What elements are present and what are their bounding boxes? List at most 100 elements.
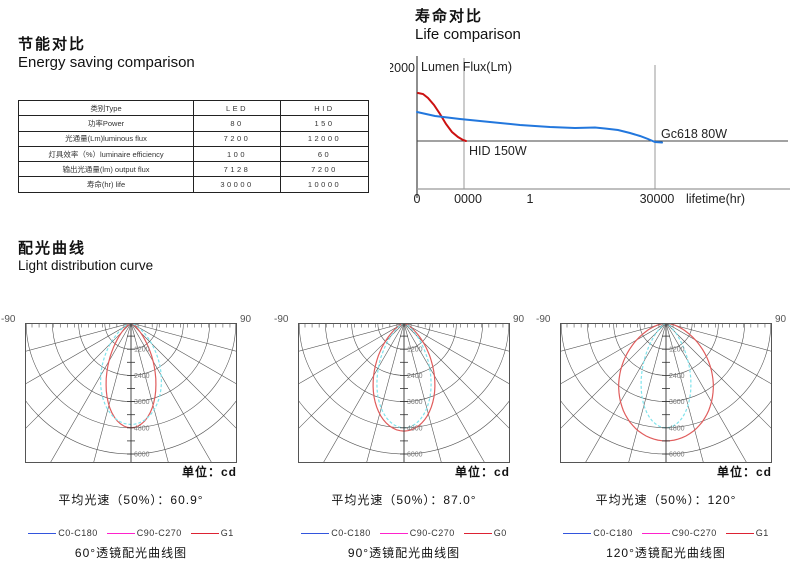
angle-label-right-1: 90: [240, 314, 252, 325]
svg-text:Lumen Flux(Lm): Lumen Flux(Lm): [421, 60, 512, 74]
legend-item: C90-C270: [379, 528, 455, 538]
table-row: 灯具效率（%）luminaire efficiency 100 60: [18, 145, 369, 163]
legend-label: C0-C180: [58, 528, 98, 538]
unit-label-2: 单位：cd: [454, 465, 510, 479]
legend-2: C0-C180 C90-C270 G0: [258, 528, 550, 538]
angle-label-left-3: -90: [536, 314, 551, 325]
value-cell: 80: [193, 115, 281, 132]
energy-comparison-table: 类别Type LED HID 功率Power 80 150 光通量(Lm)luminous …: [18, 99, 369, 193]
value-cell: 150: [280, 115, 369, 132]
table-row: 寿命(hr) life 30000 10000: [18, 176, 369, 193]
value-cell: 100: [193, 145, 281, 163]
legend-item: C90-C270: [106, 528, 182, 538]
value-cell: 60: [280, 145, 369, 163]
value-cell: 12000: [280, 130, 369, 147]
svg-text:0000: 0000: [454, 192, 482, 206]
svg-text:30000: 30000: [640, 192, 675, 206]
legend-label: C0-C180: [331, 528, 371, 538]
row-label-cell: 类别Type: [18, 99, 194, 117]
legend-line-swatch: [641, 532, 670, 534]
row-label-cell: 功率Power: [18, 115, 194, 132]
polar-chart-120: 1200 2400 3600 4800 6000: [560, 323, 772, 463]
svg-text:3600: 3600: [407, 399, 423, 406]
svg-text:0: 0: [414, 192, 421, 206]
svg-text:1200: 1200: [669, 347, 685, 354]
beam-angle-text-3: 平均光速（50%）：120°: [595, 493, 737, 507]
legend-line-swatch: [190, 532, 219, 534]
value-cell: 7200: [193, 130, 281, 147]
angle-label-left-2: -90: [274, 314, 289, 325]
energy-table-body: 类别Type LED HID 功率Power 80 150 光通量(Lm)luminous …: [18, 99, 369, 193]
unit-label-1: 单位：cd: [181, 465, 237, 479]
angle-label-left-1: -90: [1, 314, 16, 325]
row-label-cell: 光通量(Lm)luminous flux: [18, 130, 194, 147]
svg-text:HID 150W: HID 150W: [469, 144, 527, 158]
energy-section-title: 节能对比 Energy saving comparison: [18, 36, 195, 73]
svg-text:Gc618 80W: Gc618 80W: [661, 127, 727, 141]
svg-text:2400: 2400: [134, 373, 150, 380]
svg-text:3600: 3600: [669, 399, 685, 406]
svg-text:12000: 12000: [390, 61, 415, 75]
legend-3: C0-C180 C90-C270 G1: [520, 528, 800, 538]
legend-line-swatch: [725, 532, 754, 534]
legend-1: C0-C180 C90-C270 G1: [0, 528, 277, 538]
svg-text:4800: 4800: [407, 425, 423, 432]
legend-label: C90-C270: [136, 528, 182, 538]
chart-caption-3: 120°透镜配光曲线图: [606, 546, 726, 560]
value-cell: 10000: [280, 176, 369, 193]
value-cell: 30000: [193, 176, 281, 193]
polar-chart-90: 1200 2400 3600 4800 6000: [298, 323, 510, 463]
life-title-en: Life comparison: [415, 26, 521, 43]
life-section-title: 寿命对比 Life comparison: [415, 8, 521, 45]
angle-label-right-2: 90: [513, 314, 525, 325]
legend-line-swatch: [563, 532, 592, 534]
svg-text:2400: 2400: [669, 373, 685, 380]
table-row: 光通量(Lm)luminous flux 7200 12000: [18, 130, 369, 147]
energy-title-en: Energy saving comparison: [18, 54, 195, 71]
svg-text:1200: 1200: [134, 347, 150, 354]
legend-line-swatch: [28, 532, 57, 534]
legend-line-swatch: [463, 532, 492, 534]
svg-text:1200: 1200: [407, 347, 423, 354]
row-label-cell: 灯具效率（%）luminaire efficiency: [18, 145, 194, 163]
legend-label: C90-C270: [409, 528, 455, 538]
value-cell: HID: [280, 99, 369, 117]
table-row: 类别Type LED HID: [18, 99, 369, 117]
row-label-cell: 输出光通量(lm) output flux: [18, 161, 194, 178]
legend-line-swatch: [106, 532, 135, 534]
unit-label-3: 单位：cd: [716, 465, 772, 479]
legend-label: G1: [755, 528, 769, 538]
life-title-cn: 寿命对比: [415, 8, 484, 25]
beam-angle-text-1: 平均光速（50%）：60.9°: [58, 493, 204, 507]
legend-item: C0-C180: [28, 528, 98, 538]
legend-item: C0-C180: [301, 528, 371, 538]
distribution-title-cn: 配光曲线: [18, 240, 87, 257]
svg-text:4800: 4800: [669, 425, 685, 432]
legend-item: C0-C180: [563, 528, 633, 538]
chart-caption-2: 90°透镜配光曲线图: [347, 546, 461, 560]
table-row: 功率Power 80 150: [18, 115, 369, 132]
row-label-cell: 寿命(hr) life: [18, 176, 194, 193]
svg-text:1: 1: [527, 192, 534, 206]
chart-caption-1: 60°透镜配光曲线图: [74, 546, 188, 560]
svg-text:6000: 6000: [407, 452, 423, 459]
legend-item: G0: [463, 528, 507, 538]
angle-label-right-3: 90: [775, 314, 787, 325]
energy-title-cn: 节能对比: [18, 36, 87, 53]
svg-text:6000: 6000: [134, 452, 150, 459]
svg-text:2400: 2400: [407, 373, 423, 380]
legend-label: C90-C270: [671, 528, 717, 538]
legend-line-swatch: [301, 532, 330, 534]
svg-text:4800: 4800: [134, 425, 150, 432]
polar-chart-60: 1200 2400 3600 4800 6000: [25, 323, 237, 463]
legend-item: G1: [725, 528, 769, 538]
svg-text:lifetime(hr): lifetime(hr): [686, 192, 745, 206]
svg-text:6000: 6000: [669, 452, 685, 459]
legend-item: G1: [190, 528, 234, 538]
legend-label: C0-C180: [593, 528, 633, 538]
legend-label: G1: [220, 528, 234, 538]
beam-angle-text-2: 平均光速（50%）：87.0°: [331, 493, 477, 507]
legend-item: C90-C270: [641, 528, 717, 538]
